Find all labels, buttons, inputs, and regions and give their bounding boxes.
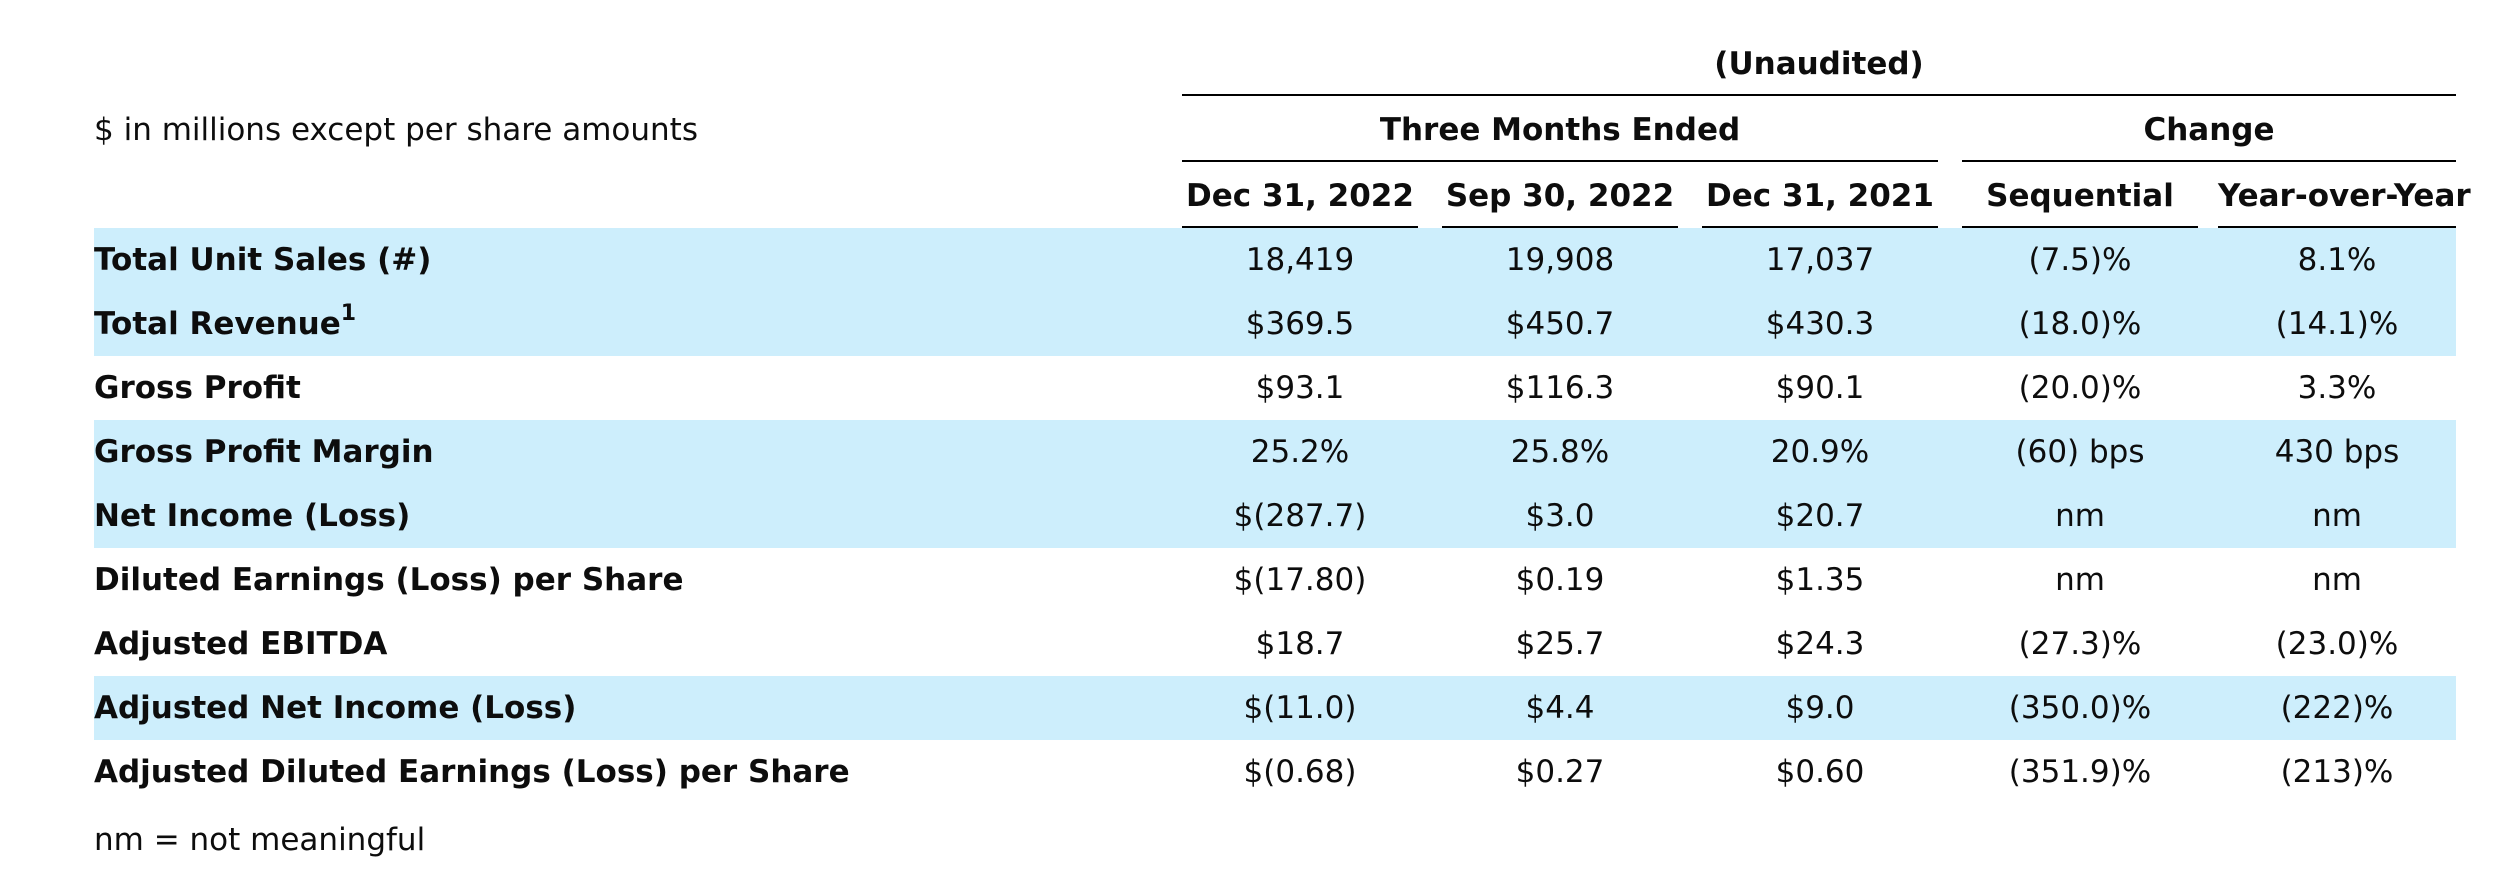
row-label: Gross Profit Margin: [94, 434, 434, 470]
row-label: Diluted Earnings (Loss) per Share: [94, 562, 684, 598]
value-sequential: nm: [2055, 562, 2105, 598]
value-sequential: (20.0)%: [2018, 370, 2142, 406]
table-row: Diluted Earnings (Loss) per Share $(17.8…: [94, 548, 2456, 612]
value-sequential: (27.3)%: [2018, 626, 2142, 662]
value-year-over-year: nm: [2312, 562, 2362, 598]
value-dec-2022: 25.2%: [1250, 434, 1350, 470]
value-year-over-year: (14.1)%: [2275, 306, 2399, 342]
three-months-ended-header: Three Months Ended: [1379, 112, 1741, 148]
value-dec-2021: $20.7: [1775, 498, 1865, 534]
table-row: Adjusted EBITDA $18.7 $25.7 $24.3 (27.3)…: [94, 612, 2456, 676]
col-header-sep-2022: Sep 30, 2022: [1445, 178, 1675, 214]
change-rule: [1962, 160, 2456, 162]
row-label: Adjusted EBITDA: [94, 626, 388, 662]
value-sequential: (7.5)%: [2028, 242, 2132, 278]
value-sequential: (60) bps: [2015, 434, 2145, 470]
value-sequential: (18.0)%: [2018, 306, 2142, 342]
unaudited-rule: [1182, 94, 2456, 96]
row-label: Total Unit Sales (#): [94, 242, 432, 278]
value-year-over-year: nm: [2312, 498, 2362, 534]
value-sep-2022: 19,908: [1505, 242, 1615, 278]
value-dec-2021: $90.1: [1775, 370, 1865, 406]
footnote: nm = not meaningful: [94, 822, 426, 858]
value-sep-2022: 25.8%: [1510, 434, 1610, 470]
value-dec-2022: $93.1: [1255, 370, 1345, 406]
value-dec-2022: $18.7: [1255, 626, 1345, 662]
value-sep-2022: $4.4: [1525, 690, 1595, 726]
value-sep-2022: $3.0: [1525, 498, 1595, 534]
value-dec-2022: $(17.80): [1233, 562, 1367, 598]
value-year-over-year: 430 bps: [2274, 434, 2400, 470]
col-rule-sep-2022: [1442, 226, 1678, 228]
value-sep-2022: $116.3: [1505, 370, 1615, 406]
value-sep-2022: $450.7: [1505, 306, 1615, 342]
table-row: Adjusted Net Income (Loss) $(11.0) $4.4 …: [94, 676, 2456, 740]
value-dec-2021: $0.60: [1775, 754, 1865, 790]
value-dec-2022: $(11.0): [1243, 690, 1357, 726]
value-dec-2021: $1.35: [1775, 562, 1865, 598]
value-sep-2022: $0.19: [1515, 562, 1605, 598]
table-row: Total Revenue1 $369.5 $450.7 $430.3 (18.…: [94, 292, 2456, 356]
value-year-over-year: (213)%: [2280, 754, 2394, 790]
table-row: Gross Profit Margin 25.2% 25.8% 20.9% (6…: [94, 420, 2456, 484]
row-label: Gross Profit: [94, 370, 301, 406]
value-sequential: nm: [2055, 498, 2105, 534]
value-year-over-year: (23.0)%: [2275, 626, 2399, 662]
value-sequential: (350.0)%: [2008, 690, 2152, 726]
value-dec-2022: 18,419: [1245, 242, 1355, 278]
table-row: Gross Profit $93.1 $116.3 $90.1 (20.0)% …: [94, 356, 2456, 420]
col-header-dec-2022: Dec 31, 2022: [1186, 178, 1414, 214]
col-header-sequential: Sequential: [1986, 178, 2174, 214]
three-months-rule: [1182, 160, 1938, 162]
value-dec-2021: $24.3: [1775, 626, 1865, 662]
value-year-over-year: (222)%: [2280, 690, 2394, 726]
value-sep-2022: $0.27: [1515, 754, 1605, 790]
col-rule-sequential: [1962, 226, 2198, 228]
row-label: Adjusted Diluted Earnings (Loss) per Sha…: [94, 754, 850, 790]
value-sequential: (351.9)%: [2008, 754, 2152, 790]
value-dec-2021: $9.0: [1785, 690, 1855, 726]
value-dec-2021: $430.3: [1765, 306, 1875, 342]
col-rule-dec-2022: [1182, 226, 1418, 228]
value-year-over-year: 3.3%: [2297, 370, 2377, 406]
value-dec-2022: $(287.7): [1233, 498, 1367, 534]
row-label: Net Income (Loss): [94, 498, 411, 534]
value-dec-2021: 20.9%: [1770, 434, 1870, 470]
col-rule-dec-2021: [1702, 226, 1938, 228]
value-dec-2021: 17,037: [1765, 242, 1875, 278]
value-dec-2022: $369.5: [1245, 306, 1355, 342]
unaudited-header: (Unaudited): [1714, 46, 1924, 82]
value-dec-2022: $(0.68): [1243, 754, 1357, 790]
col-rule-year-over-year: [2218, 226, 2456, 228]
change-header: Change: [2143, 112, 2275, 148]
units-note: $ in millions except per share amounts: [94, 112, 698, 148]
table-row: Total Unit Sales (#) 18,419 19,908 17,03…: [94, 228, 2456, 292]
table-row: Net Income (Loss) $(287.7) $3.0 $20.7 nm…: [94, 484, 2456, 548]
footnote-marker: 1: [340, 301, 357, 326]
row-label: Total Revenue1: [94, 301, 357, 343]
col-header-year-over-year: Year-over-Year: [2218, 178, 2471, 214]
col-header-dec-2021: Dec 31, 2021: [1706, 178, 1934, 214]
table-row: Adjusted Diluted Earnings (Loss) per Sha…: [94, 740, 2456, 804]
row-label: Adjusted Net Income (Loss): [94, 690, 577, 726]
value-year-over-year: 8.1%: [2297, 242, 2377, 278]
value-sep-2022: $25.7: [1515, 626, 1605, 662]
